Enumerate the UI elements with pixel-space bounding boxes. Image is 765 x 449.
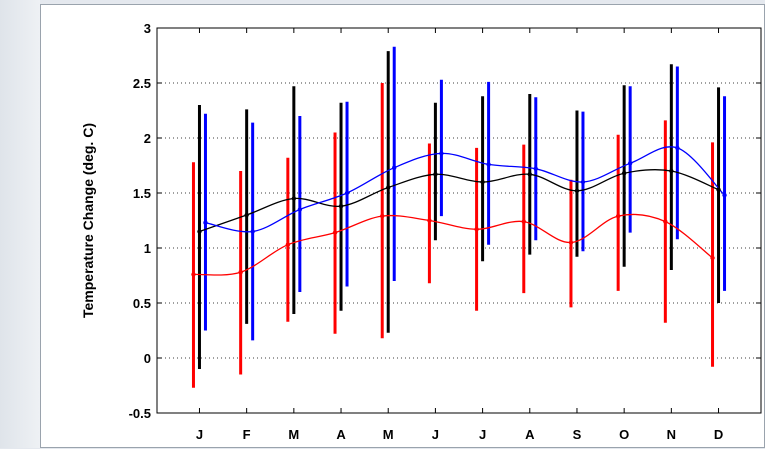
x-tick-label: D <box>714 427 723 442</box>
x-tick-label: M <box>383 427 394 442</box>
data-point <box>380 213 385 219</box>
data-point <box>433 172 438 177</box>
data-point <box>663 219 668 224</box>
data-point <box>291 196 297 201</box>
series-line <box>205 146 725 233</box>
x-tick-label: J <box>432 427 439 442</box>
data-point <box>568 240 574 245</box>
x-tick-label: A <box>336 427 346 442</box>
series-lines-layer <box>193 146 725 276</box>
data-point <box>338 204 344 209</box>
data-point <box>527 172 532 177</box>
temperature-change-chart: -0.5 0 0.5 1 1.5 2 2.5 3 J F M A M J J A S O N D Temperatur… <box>80 21 762 442</box>
data-point <box>250 229 255 234</box>
series-line <box>199 168 719 233</box>
data-point <box>574 188 580 193</box>
data-point <box>615 213 621 219</box>
data-point <box>439 151 444 156</box>
data-point <box>332 230 338 235</box>
x-tick-label: J <box>196 427 203 442</box>
data-point <box>285 242 291 247</box>
data-point <box>191 272 196 277</box>
data-point <box>203 220 208 225</box>
background-band <box>0 0 40 448</box>
markers-layer <box>191 145 727 277</box>
x-tick-label: O <box>619 427 629 442</box>
data-point <box>722 193 727 198</box>
data-point <box>521 219 526 224</box>
y-tick-label: 0.5 <box>133 296 151 311</box>
data-point <box>580 179 586 185</box>
plot-area-frame <box>156 27 762 414</box>
series-line <box>193 213 713 276</box>
data-point <box>392 165 397 170</box>
data-point <box>716 187 721 192</box>
range-bars-layer <box>191 46 727 388</box>
tick-labels-layer: -0.5 0 0.5 1 1.5 2 2.5 3 J F M A M J J A S O N D <box>129 21 724 442</box>
data-point <box>386 185 391 190</box>
x-tick-label: N <box>667 427 676 442</box>
grid-layer <box>157 82 761 359</box>
data-point <box>533 166 538 171</box>
y-tick-label: 1 <box>144 241 151 256</box>
data-point <box>710 255 715 261</box>
y-tick-label: 3 <box>144 21 151 36</box>
data-point <box>480 179 485 185</box>
data-point <box>427 218 432 223</box>
ticks-layer <box>157 27 761 414</box>
data-point <box>669 168 674 174</box>
y-tick-label: 2 <box>144 131 151 146</box>
y-tick-label: -0.5 <box>129 406 151 421</box>
data-point <box>244 212 249 218</box>
y-tick-label: 1.5 <box>133 186 151 201</box>
y-axis-label: Temperature Change (deg. C) <box>80 123 96 318</box>
x-tick-label: M <box>288 427 299 442</box>
data-point <box>197 229 202 234</box>
data-point <box>238 270 243 275</box>
x-tick-label: S <box>573 427 582 442</box>
figure-panel: -0.5 0 0.5 1 1.5 2 2.5 3 J F M A M J J A S O N D Temperatur… <box>40 4 765 448</box>
x-tick-label: J <box>479 427 486 442</box>
data-point <box>474 227 479 232</box>
data-point <box>344 190 350 196</box>
x-tick-label: F <box>243 427 251 442</box>
y-tick-label: 0 <box>144 351 151 366</box>
data-point <box>486 162 491 167</box>
data-point <box>621 171 627 176</box>
x-tick-label: A <box>525 427 535 442</box>
data-point <box>297 207 303 212</box>
data-point <box>675 145 680 151</box>
data-point <box>627 161 633 166</box>
y-tick-label: 2.5 <box>133 76 151 91</box>
